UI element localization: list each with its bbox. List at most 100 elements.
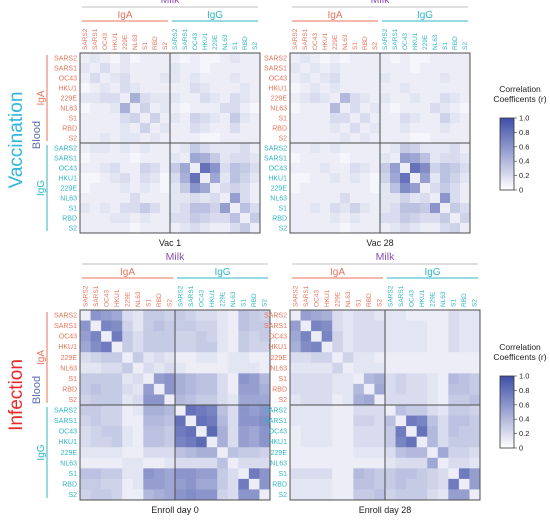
heatmap-cell — [290, 489, 301, 501]
heatmap-cell — [130, 123, 141, 134]
row-tick-label: S1 — [68, 115, 77, 122]
heatmap-cell — [132, 447, 144, 459]
heatmap-cell — [460, 153, 471, 164]
heatmap-cell — [185, 457, 197, 469]
heatmap-cell — [332, 415, 344, 427]
row-tick-label: NL63 — [270, 195, 287, 202]
infection-label: Infection — [6, 359, 27, 431]
heatmap-cell — [210, 193, 221, 204]
heatmap-cell — [363, 310, 375, 321]
heatmap-cell — [240, 203, 251, 214]
heatmap-cell — [180, 163, 191, 174]
column-tick-label: RBD — [251, 293, 258, 307]
heatmap-cell — [150, 133, 161, 144]
heatmap-cell — [111, 447, 123, 459]
heatmap-cell — [111, 310, 123, 321]
heatmap-cell — [395, 362, 407, 374]
heatmap-cell — [370, 153, 381, 164]
heatmap-cell — [458, 373, 470, 385]
heatmap-cell — [100, 173, 111, 184]
heatmap-cell — [220, 213, 231, 224]
colorbar-tick-label: 0.8 — [519, 128, 529, 137]
heatmap-cell — [390, 223, 401, 234]
column-tick-label: NL63 — [230, 291, 237, 307]
row-tick-label: NL63 — [270, 365, 287, 372]
heatmap-cell — [259, 468, 271, 480]
heatmap-cell — [132, 362, 144, 374]
heatmap-cell — [175, 362, 186, 374]
heatmap-cell — [363, 362, 375, 374]
heatmap-cell — [100, 213, 111, 224]
heatmap-cell — [440, 173, 451, 184]
heatmap-cell — [437, 457, 449, 469]
heatmap-cell — [370, 103, 381, 114]
heatmap-cell — [300, 153, 311, 164]
heatmap-cell — [122, 362, 134, 374]
heatmap-cell — [248, 331, 260, 342]
heatmap-cell — [469, 310, 481, 321]
heatmap-cell — [330, 193, 341, 204]
heatmap-cell — [259, 362, 271, 374]
heatmap-cell — [340, 203, 351, 214]
heatmap-cell — [143, 373, 155, 385]
heatmap-cell — [363, 405, 375, 416]
heatmap-cell — [130, 183, 141, 194]
heatmap-cell — [374, 331, 386, 342]
row-tick-label: 229E — [271, 185, 288, 192]
heatmap-cell — [150, 103, 161, 114]
heatmap-cell — [210, 103, 221, 114]
heatmap-cell — [210, 123, 221, 134]
heatmap-cell — [185, 383, 197, 395]
heatmap-cell — [180, 203, 191, 214]
heatmap-cell — [120, 113, 131, 124]
heatmap-cell — [460, 173, 471, 184]
row-tick-label: 229E — [61, 355, 78, 362]
heatmap-cell — [248, 426, 260, 437]
heatmap-cell — [160, 193, 171, 204]
heatmap-cell — [101, 478, 112, 490]
heatmap-cell — [101, 405, 112, 416]
heatmap-cell — [458, 394, 470, 406]
heatmap-cell — [210, 143, 221, 154]
heatmap-cell — [340, 123, 351, 134]
row-tick-label: 229E — [271, 95, 288, 102]
heatmap-cell — [320, 123, 331, 134]
heatmap-cell — [290, 173, 301, 184]
heatmap-cell — [310, 123, 321, 134]
heatmap-cell — [248, 478, 260, 490]
heatmap-cell — [469, 373, 481, 385]
heatmap-cell — [406, 436, 417, 448]
heatmap-cell — [353, 468, 365, 480]
heatmap-cell — [80, 63, 91, 74]
heatmap-cell — [385, 478, 396, 490]
heatmap-cell — [332, 373, 344, 385]
heatmap-cell — [420, 223, 431, 234]
heatmap-cell — [395, 478, 407, 490]
heatmap-cell — [353, 331, 365, 342]
column-group-label: IgG — [417, 10, 433, 21]
heatmap-cell — [238, 457, 250, 469]
heatmap-cell — [360, 63, 371, 74]
heatmap-cell — [321, 457, 333, 469]
heatmap-cell — [101, 426, 112, 437]
heatmap-cell — [353, 362, 365, 374]
heatmap-cell — [130, 223, 141, 234]
heatmap-cell — [180, 83, 191, 94]
heatmap-cell — [430, 83, 441, 94]
heatmap-cell — [200, 193, 211, 204]
heatmap-cell — [370, 173, 381, 184]
heatmap-cell — [230, 203, 241, 214]
heatmap-cell — [240, 73, 251, 84]
heatmap-cell — [320, 133, 331, 144]
heatmap-cell — [220, 103, 231, 114]
heatmap-cell — [80, 341, 91, 353]
heatmap-cell — [460, 53, 471, 64]
column-tick-label: S1 — [356, 299, 363, 307]
heatmap-cell — [259, 373, 271, 385]
column-tick-label: S2 — [167, 299, 174, 307]
heatmap-cell — [101, 352, 112, 364]
heatmap-cell — [206, 426, 218, 437]
panel-title: Vac 1 — [159, 238, 181, 248]
heatmap-cell — [150, 203, 161, 214]
heatmap-cell — [80, 415, 91, 427]
